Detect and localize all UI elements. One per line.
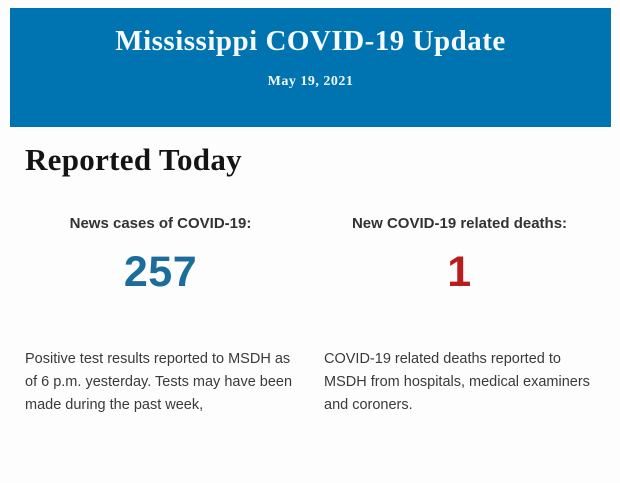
- stat-description-new-deaths: COVID-19 related deaths reported to MSDH…: [324, 351, 590, 413]
- stat-label-new-cases: News cases of COVID-19:: [69, 215, 252, 232]
- stat-value-new-cases: 257: [123, 248, 198, 296]
- report-body: Reported Today News cases of COVID-19: 2…: [0, 142, 620, 417]
- newsletter-page: Mississippi COVID-19 Update May 19, 2021…: [0, 8, 620, 483]
- page-title: Mississippi COVID-19 Update: [115, 25, 506, 57]
- stat-description-new-cases: Positive test results reported to MSDH a…: [25, 351, 293, 413]
- section-heading: Reported Today: [25, 142, 242, 177]
- stat-new-deaths: New COVID-19 related deaths: 1 COVID-19 …: [324, 178, 595, 417]
- header-banner: Mississippi COVID-19 Update May 19, 2021: [10, 8, 611, 127]
- stats-row: News cases of COVID-19: 257 Positive tes…: [25, 178, 595, 417]
- stat-new-cases: News cases of COVID-19: 257 Positive tes…: [25, 178, 296, 417]
- stat-value-new-deaths: 1: [447, 248, 472, 296]
- stat-label-new-deaths: New COVID-19 related deaths:: [351, 215, 568, 232]
- report-date: May 19, 2021: [267, 74, 354, 89]
